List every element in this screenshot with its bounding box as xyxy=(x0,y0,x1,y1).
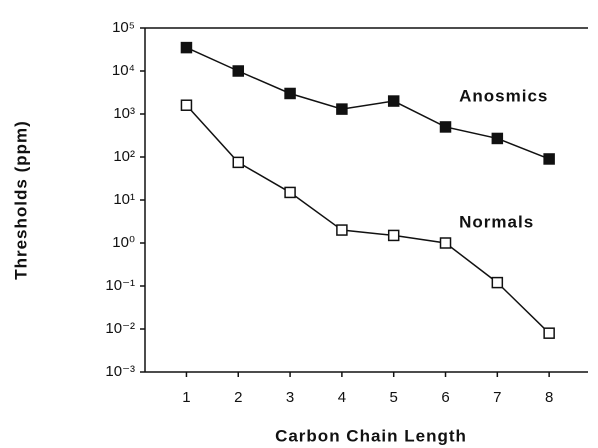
data-point xyxy=(439,121,452,133)
y-tick-label: 10⁵ xyxy=(112,19,135,36)
x-axis-label: Carbon Chain Length xyxy=(275,426,467,445)
data-point xyxy=(543,153,555,165)
data-point xyxy=(336,103,348,115)
data-point xyxy=(336,224,348,236)
series-line xyxy=(185,104,550,334)
data-point xyxy=(491,132,504,145)
data-point xyxy=(232,156,245,169)
x-tick-label: 6 xyxy=(441,389,449,406)
x-tick-label: 1 xyxy=(182,389,190,406)
series-label: Normals xyxy=(459,213,534,232)
x-tick-label: 7 xyxy=(493,389,501,406)
y-tick-label: 10⁰ xyxy=(112,234,135,251)
series-label: Anosmics xyxy=(459,86,548,105)
series-line xyxy=(186,46,550,160)
data-point xyxy=(180,99,193,111)
y-tick-label: 10⁻² xyxy=(105,320,135,337)
x-tick-label: 4 xyxy=(338,389,346,406)
x-tick-label: 3 xyxy=(286,389,294,406)
data-point xyxy=(387,95,400,107)
data-point xyxy=(491,276,504,289)
data-point xyxy=(284,186,296,199)
data-point xyxy=(284,87,296,100)
y-tick-label: 10⁻³ xyxy=(105,363,135,380)
data-point xyxy=(439,237,452,249)
x-tick-label: 5 xyxy=(390,389,398,406)
data-point xyxy=(543,327,555,339)
data-point xyxy=(180,41,193,54)
x-tick-label: 2 xyxy=(234,389,242,406)
x-tick-label: 8 xyxy=(545,389,553,406)
data-point xyxy=(387,229,400,242)
y-tick-label: 10⁴ xyxy=(112,62,135,79)
y-tick-label: 10³ xyxy=(113,105,135,122)
y-tick-label: 10² xyxy=(113,148,135,165)
y-tick-label: 10¹ xyxy=(113,191,135,208)
data-point xyxy=(232,65,245,77)
y-tick-label: 10⁻¹ xyxy=(105,277,135,294)
y-axis-label: Thresholds (ppm) xyxy=(11,120,30,280)
